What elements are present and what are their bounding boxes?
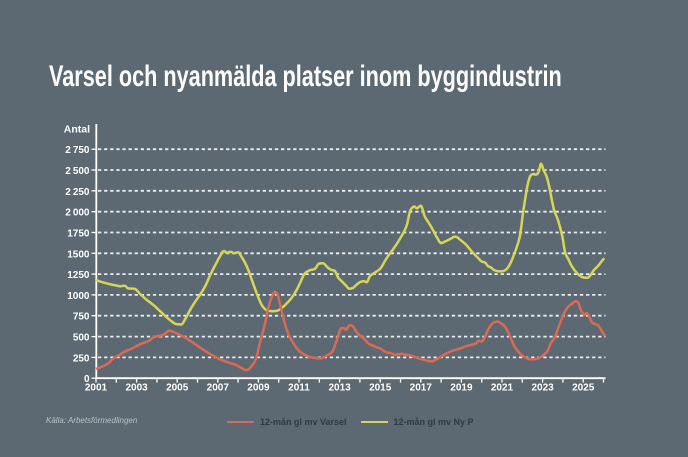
svg-text:2013: 2013 (328, 383, 351, 394)
svg-text:750: 750 (73, 312, 90, 323)
svg-text:2009: 2009 (247, 383, 270, 394)
svg-text:2 000: 2 000 (65, 208, 90, 219)
svg-text:1750: 1750 (67, 229, 90, 240)
svg-text:2023: 2023 (531, 383, 554, 394)
svg-text:2005: 2005 (166, 383, 189, 394)
svg-text:250: 250 (73, 353, 90, 364)
svg-text:500: 500 (73, 333, 90, 344)
svg-text:2011: 2011 (288, 383, 310, 394)
svg-text:2 750: 2 750 (65, 145, 90, 156)
svg-text:0: 0 (84, 374, 90, 385)
svg-text:2001: 2001 (85, 383, 108, 394)
svg-text:2 250: 2 250 (65, 187, 90, 198)
svg-text:2003: 2003 (125, 383, 148, 394)
svg-text:1250: 1250 (67, 270, 90, 281)
svg-text:2019: 2019 (450, 383, 473, 394)
svg-text:Antal: Antal (64, 124, 90, 136)
svg-text:2 500: 2 500 (65, 166, 90, 177)
svg-text:2007: 2007 (207, 383, 230, 394)
svg-text:2021: 2021 (491, 383, 514, 394)
svg-text:2025: 2025 (572, 383, 595, 394)
svg-text:2015: 2015 (369, 383, 392, 394)
svg-text:1500: 1500 (67, 249, 90, 260)
svg-text:1000: 1000 (67, 291, 90, 302)
svg-text:2017: 2017 (410, 383, 433, 394)
